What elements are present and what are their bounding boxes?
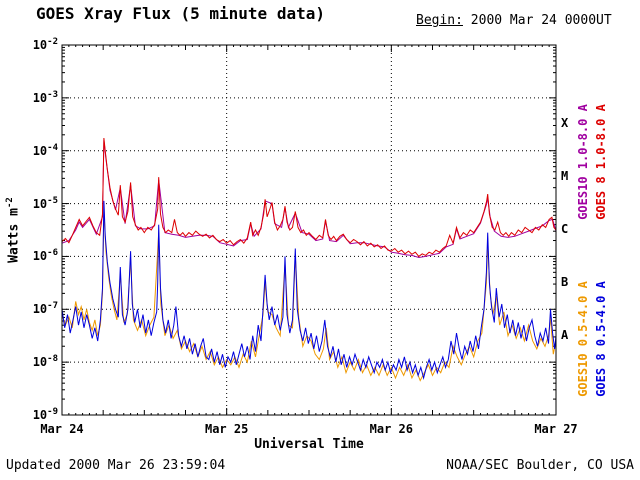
begin-label: Begin: 2000 Mar 24 0000UT xyxy=(416,13,612,28)
legend-goes10-0.5-4.0-a: GOES10 0.5-4.0 A xyxy=(576,281,590,397)
exponent: -2 xyxy=(47,37,58,47)
exponent: -3 xyxy=(47,89,58,100)
plot-frame xyxy=(61,44,557,416)
x-tick-label: Mar 24 xyxy=(40,422,84,436)
exponent: -2 xyxy=(5,197,15,209)
exponent: -8 xyxy=(47,354,58,365)
flare-class-label-a: A xyxy=(561,327,569,342)
credit-label: NOAA/SEC Boulder, CO USA xyxy=(446,458,634,473)
legend-goes-8-0.5-4.0-a: GOES 8 0.5-4.0 A xyxy=(594,281,608,397)
series-goes10-1.0-8.0-a xyxy=(61,140,557,259)
flare-class-label-m: M xyxy=(561,169,569,184)
exponent: -9 xyxy=(47,407,58,417)
y-tick-label: 10-4 xyxy=(32,142,58,158)
y-tick-label: 10-2 xyxy=(32,37,58,52)
y-tick-label: 10-7 xyxy=(32,301,58,317)
legend-goes-8-1.0-8.0-a: GOES 8 1.0-8.0 A xyxy=(594,104,608,220)
exponent: -5 xyxy=(47,195,58,206)
flare-class-label-b: B xyxy=(561,274,569,289)
exponent: -6 xyxy=(47,248,58,259)
flare-class-label-x: X xyxy=(561,116,569,131)
x-tick-label: Mar 25 xyxy=(204,422,249,436)
flare-class-label-c: C xyxy=(561,222,569,236)
y-tick-label: 10-9 xyxy=(32,407,58,422)
begin-value: 2000 Mar 24 0000UT xyxy=(462,13,612,28)
exponent: -7 xyxy=(47,301,58,312)
exponent: -4 xyxy=(47,142,58,153)
begin-word: Begin: xyxy=(416,13,463,28)
updated-timestamp: Updated 2000 Mar 26 23:59:04 xyxy=(6,458,226,473)
x-axis-title: Universal Time xyxy=(254,437,364,452)
legend-goes10-1.0-8.0-a: GOES10 1.0-8.0 A xyxy=(576,104,590,220)
series-goes-8-1.0-8.0-a xyxy=(61,137,557,258)
y-tick-label: 10-6 xyxy=(32,248,58,264)
chart-title: GOES Xray Flux (5 minute data) xyxy=(36,4,325,23)
y-axis-title: Watts m-2 xyxy=(5,197,22,263)
y-tick-label: 10-5 xyxy=(32,195,58,211)
series-goes-8-0.5-4.0-a xyxy=(61,200,557,380)
x-tick-label: Mar 26 xyxy=(369,422,413,436)
y-tick-label: 10-8 xyxy=(32,354,58,370)
y-tick-label: 10-3 xyxy=(32,89,58,105)
x-tick-label: Mar 27 xyxy=(534,422,578,436)
